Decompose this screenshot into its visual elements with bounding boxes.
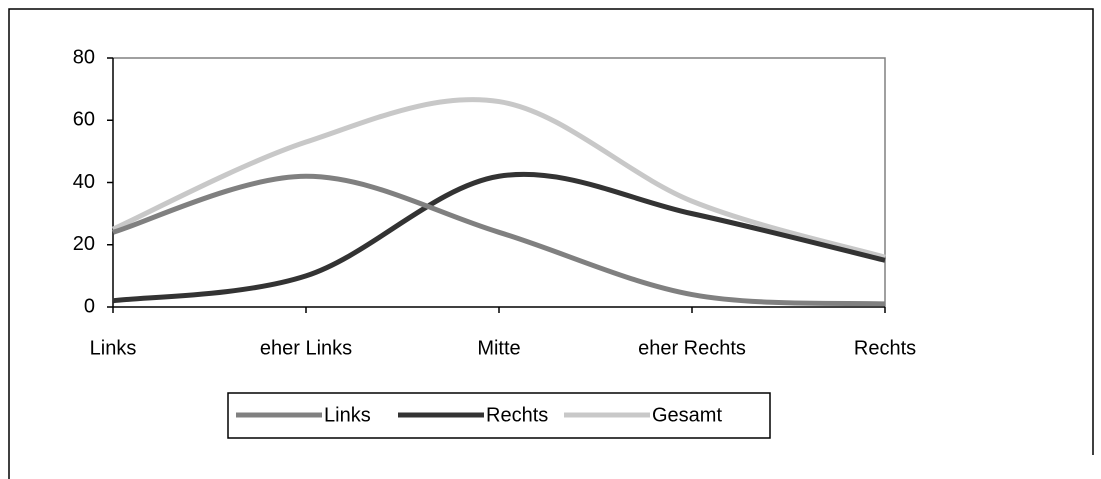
legend-label: Links bbox=[324, 404, 371, 426]
series-line bbox=[112, 173, 886, 307]
x-tick-label: Mitte bbox=[477, 337, 520, 359]
y-tick-label: 20 bbox=[73, 233, 95, 255]
y-tick-label: 40 bbox=[73, 171, 95, 193]
x-tick-label: eher Rechts bbox=[638, 337, 746, 359]
legend-box bbox=[227, 392, 771, 439]
legend-label: Gesamt bbox=[652, 404, 722, 426]
series-line bbox=[112, 171, 886, 304]
x-tick-label: Rechts bbox=[854, 337, 916, 359]
legend-label: Rechts bbox=[486, 404, 548, 426]
chart-frame bbox=[8, 8, 1094, 479]
x-tick-label: Links bbox=[90, 337, 137, 359]
plot-frame bbox=[113, 57, 886, 307]
y-tick-label: 60 bbox=[73, 109, 95, 131]
y-tick-label: 0 bbox=[84, 295, 95, 317]
series-line bbox=[111, 97, 886, 260]
x-tick-label: eher Links bbox=[260, 337, 352, 359]
y-tick-label: 80 bbox=[73, 46, 95, 68]
